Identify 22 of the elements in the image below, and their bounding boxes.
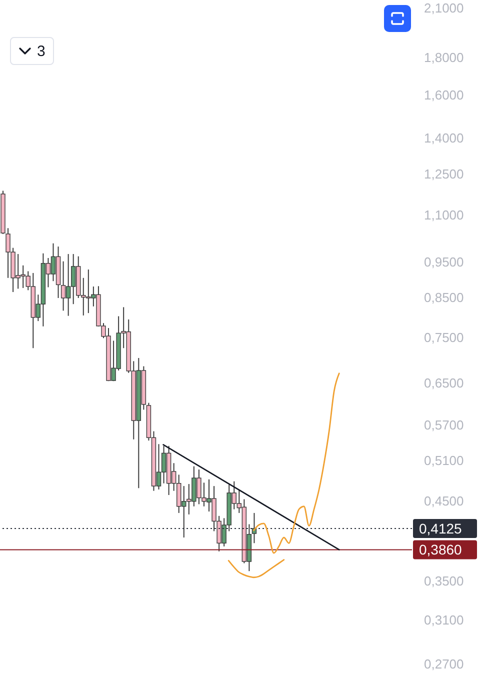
dropdown-button: 3 bbox=[10, 37, 54, 65]
y-tick-label: 0,3100 bbox=[424, 612, 464, 628]
ref-line-label: 0,3860 bbox=[419, 542, 462, 558]
y-tick-label: 0,5700 bbox=[424, 418, 464, 433]
y-tick-label: 0,4500 bbox=[424, 493, 464, 508]
y-tick-label: 0,5100 bbox=[424, 453, 464, 468]
line-series bbox=[228, 559, 285, 578]
y-tick-label: 0,8500 bbox=[424, 290, 464, 305]
y-tick-label: 0,2700 bbox=[424, 656, 464, 672]
y-tick-label: 0,7500 bbox=[424, 330, 464, 345]
y-tick-label: 1,8000 bbox=[424, 50, 464, 65]
y-tick-label: 1,6000 bbox=[424, 88, 464, 103]
y-tick-label: 0,3500 bbox=[424, 574, 464, 589]
ref-line-label: 0,4125 bbox=[419, 520, 462, 536]
y-tick-label: 1,2500 bbox=[424, 166, 464, 182]
y-tick-label: 1,4000 bbox=[424, 130, 464, 146]
y-tick-label: 1,1000 bbox=[424, 207, 464, 222]
y-tick-label: 0,6500 bbox=[424, 376, 464, 391]
y-tick-label: 0,9500 bbox=[424, 254, 464, 270]
annotation: 3 bbox=[37, 42, 46, 60]
line-series bbox=[253, 372, 340, 554]
y-tick-label: 2,1000 bbox=[424, 0, 464, 16]
